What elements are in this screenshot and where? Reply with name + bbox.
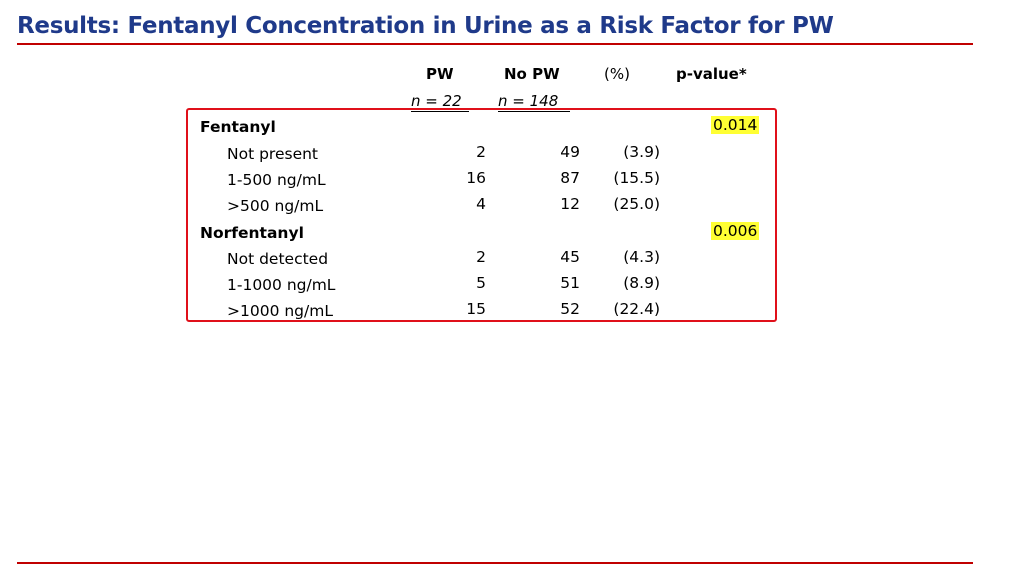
header-p-value: p-value*: [676, 65, 747, 83]
cell-percent: (15.5): [613, 169, 660, 187]
subheader-pw-n: n = 22: [411, 92, 462, 110]
cell-no-pw: 87: [560, 169, 580, 187]
header-percent: (%): [604, 65, 630, 83]
cell-percent: (3.9): [623, 143, 660, 161]
subheader-no-pw-n: n = 148: [498, 92, 559, 110]
header-no-pw: No PW: [504, 65, 560, 83]
p-value-norfentanyl: 0.006: [711, 222, 760, 240]
group-label-norfentanyl: Norfentanyl: [200, 224, 304, 242]
subheader-pw-underline: [411, 111, 469, 112]
cell-percent: (8.9): [623, 274, 660, 292]
cell-no-pw: 51: [560, 274, 580, 292]
cell-pw: 2: [476, 143, 486, 161]
row-label: 1-500 ng/mL: [227, 171, 326, 189]
p-value-fentanyl: 0.014: [711, 116, 760, 134]
cell-pw: 15: [466, 300, 486, 318]
cell-pw: 2: [476, 248, 486, 266]
subheader-no-pw-underline: [498, 111, 570, 112]
cell-no-pw: 12: [560, 195, 580, 213]
cell-no-pw: 49: [560, 143, 580, 161]
cell-pw: 4: [476, 195, 486, 213]
row-label: Not detected: [227, 250, 329, 268]
row-label: >1000 ng/mL: [227, 302, 333, 320]
cell-percent: (22.4): [613, 300, 660, 318]
cell-pw: 5: [476, 274, 486, 292]
slide-title: Results: Fentanyl Concentration in Urine…: [17, 13, 834, 39]
group-label-fentanyl: Fentanyl: [200, 118, 276, 136]
header-pw: PW: [426, 65, 454, 83]
title-rule: [17, 43, 973, 45]
row-label: >500 ng/mL: [227, 197, 324, 215]
footer-rule: [17, 562, 973, 564]
cell-no-pw: 52: [560, 300, 580, 318]
highlight-box: [186, 108, 777, 322]
row-label: Not present: [227, 145, 319, 163]
row-label: 1-1000 ng/mL: [227, 276, 336, 294]
cell-pw: 16: [466, 169, 486, 187]
cell-percent: (25.0): [613, 195, 660, 213]
cell-no-pw: 45: [560, 248, 580, 266]
cell-percent: (4.3): [623, 248, 660, 266]
